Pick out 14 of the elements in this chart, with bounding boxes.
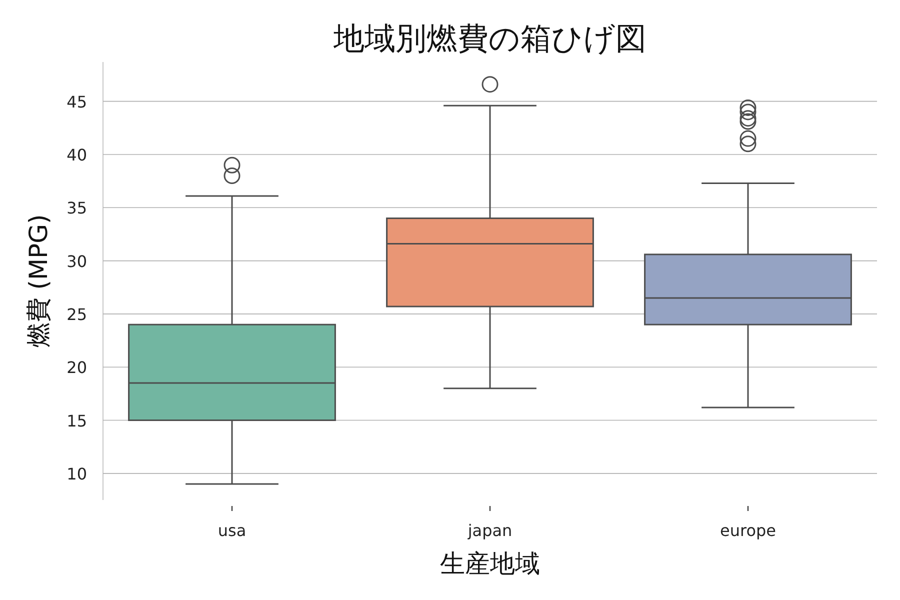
x-tick-label: usa — [218, 521, 246, 540]
y-tick-label: 20 — [66, 358, 87, 378]
chart-title: 地域別燃費の箱ひげ図 — [332, 21, 646, 57]
y-tick-label: 40 — [66, 145, 87, 164]
y-tick-label: 30 — [66, 252, 87, 271]
y-axis-title: 燃費 (MPG) — [24, 214, 53, 348]
y-tick-label: 25 — [66, 304, 87, 324]
x-axis-title: 生産地域 — [440, 549, 540, 578]
x-tick-label: japan — [466, 521, 512, 540]
y-tick-label: 45 — [66, 92, 87, 112]
y-tick-label: 15 — [66, 411, 87, 430]
y-tick-label: 35 — [66, 198, 87, 218]
x-tick-label: europe — [720, 521, 776, 540]
y-tick-label: 10 — [66, 464, 87, 484]
